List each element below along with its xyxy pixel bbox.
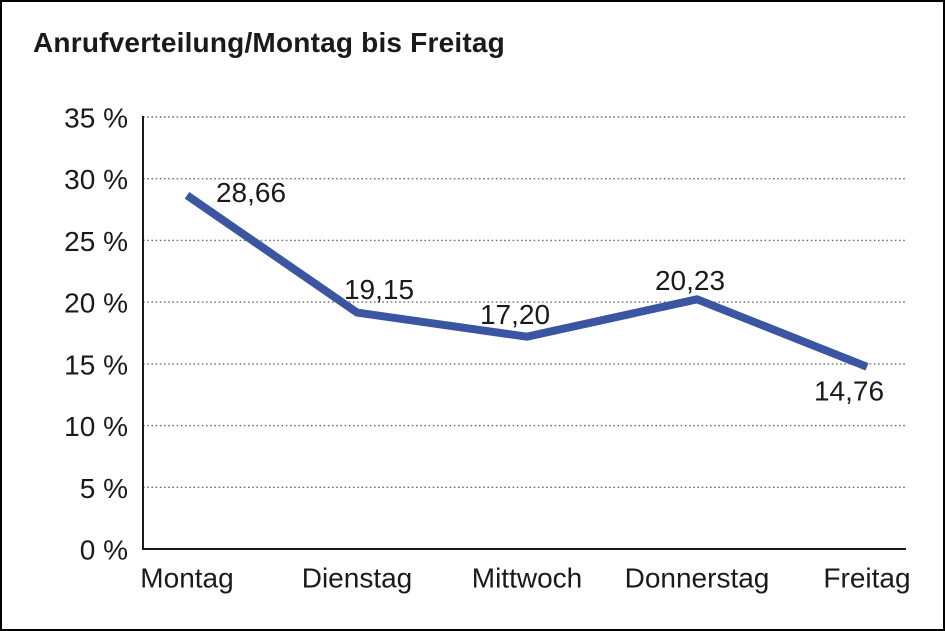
y-tick-label-15: 15 % <box>64 349 128 380</box>
y-tick-label-30: 30 % <box>64 164 128 195</box>
y-tick-label-0: 0 % <box>80 535 128 566</box>
x-category-label-dienstag: Dienstag <box>302 563 413 594</box>
data-series-line <box>184 192 869 371</box>
y-tick-label-25: 25 % <box>64 226 128 257</box>
y-tick-label-10: 10 % <box>64 411 128 442</box>
x-category-label-freitag: Freitag <box>823 563 910 594</box>
x-category-label-montag: Montag <box>140 563 233 594</box>
y-tick-label-20: 20 % <box>64 288 128 319</box>
x-category-label-mittwoch: Mittwoch <box>472 563 582 594</box>
value-label-dienstag: 19,15 <box>344 274 414 305</box>
y-tick-label-35: 35 % <box>64 103 128 134</box>
value-label-montag: 28,66 <box>216 177 286 208</box>
x-category-label-donnerstag: Donnerstag <box>625 563 770 594</box>
value-label-mittwoch: 17,20 <box>480 299 550 330</box>
value-label-donnerstag: 20,23 <box>655 265 725 296</box>
value-label-freitag: 14,76 <box>814 375 884 406</box>
chart-title: Anrufverteilung/Montag bis Freitag <box>33 27 505 58</box>
y-tick-label-5: 5 % <box>80 473 128 504</box>
